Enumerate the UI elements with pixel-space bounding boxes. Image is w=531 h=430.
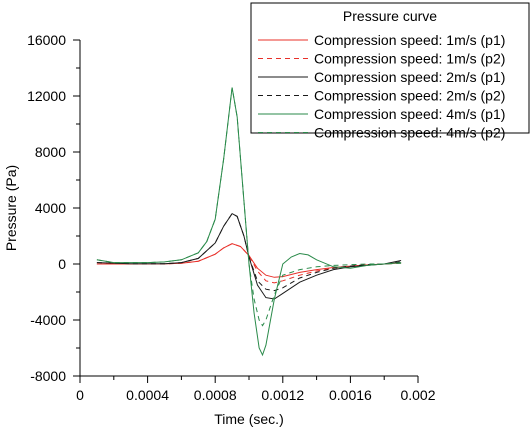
y-tick-label: 16000: [27, 32, 66, 48]
x-tick-label: 0.0016: [329, 387, 372, 403]
series-line-3: [96, 212, 402, 300]
y-axis-title: Pressure (Pa): [3, 165, 19, 251]
legend-label-6: Compression speed: 4m/s (p2): [314, 125, 505, 141]
legend-label-1: Compression speed: 1m/s (p1): [314, 32, 505, 48]
legend-title: Pressure curve: [343, 8, 437, 24]
legend-label-5: Compression speed: 4m/s (p1): [314, 106, 505, 122]
legend: Pressure curve Compression speed: 1m/s (…: [250, 2, 530, 141]
y-tick-label: -4000: [30, 312, 66, 328]
y-tick-label: -8000: [30, 368, 66, 384]
y-ticks: -8000 -4000 0 4000 8000 12000 16000: [27, 32, 80, 384]
x-tick-label: 0.0008: [194, 387, 237, 403]
legend-label-3: Compression speed: 2m/s (p1): [314, 69, 505, 85]
legend-box: [250, 2, 530, 134]
x-tick-label: 0.0004: [126, 387, 169, 403]
series-line-4: [96, 212, 402, 292]
y-tick-label: 4000: [35, 200, 66, 216]
legend-label-2: Compression speed: 1m/s (p2): [314, 51, 505, 67]
y-tick-label: 8000: [35, 144, 66, 160]
x-tick-label: 0.002: [400, 387, 435, 403]
x-ticks: 0 0.0004 0.0008 0.0012 0.0016 0.002: [76, 376, 436, 403]
y-tick-label: 0: [58, 256, 66, 272]
series-line-6: [96, 87, 402, 327]
legend-label-4: Compression speed: 2m/s (p2): [314, 88, 505, 104]
x-tick-label: 0: [76, 387, 84, 403]
y-tick-label: 12000: [27, 88, 66, 104]
x-axis-title: Time (sec.): [214, 411, 283, 427]
x-tick-label: 0.0012: [261, 387, 304, 403]
series-group: [96, 87, 402, 357]
legend-items: Compression speed: 1m/s (p1) Compression …: [258, 32, 505, 141]
